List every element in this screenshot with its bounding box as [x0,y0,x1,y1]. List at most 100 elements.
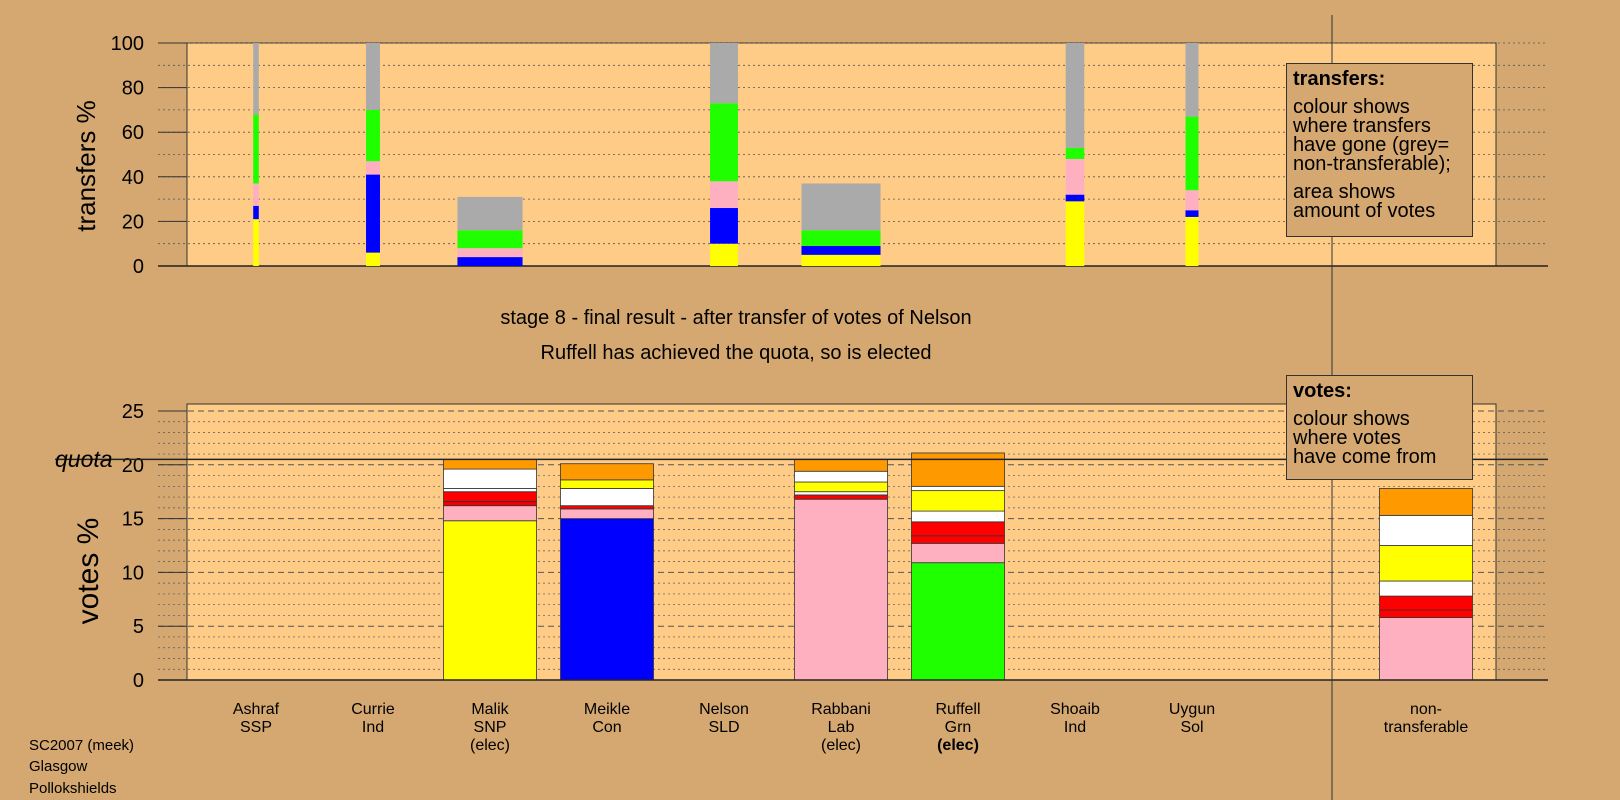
quota-label: quota [55,446,113,472]
candidate-label: Uygun [1169,701,1215,718]
vote-bar-segment [911,485,1005,492]
vote-bar-segment [560,505,654,510]
vote-bar-segment [443,505,537,522]
candidate-label: Currie [351,701,395,718]
candidate-label: Meikle [584,701,630,718]
candidate-label: SNP [474,719,507,736]
transfer-bar-segment [457,248,523,258]
transfer-bar-segment [366,174,380,253]
vote-bar-segment [794,470,888,483]
vote-bar-segment [911,542,1005,564]
transfer-bar-segment [1185,190,1199,211]
transfer-bar-segment [457,230,523,249]
vote-bar-segment [560,463,654,481]
transfer-bar-segment [1185,43,1199,117]
vote-bar-segment [911,535,1005,544]
candidate-label: (elec) [470,737,510,754]
votes-legend-title: votes: [1293,380,1352,402]
vote-bar-segment [911,510,1005,523]
votes-y-axis-label: votes % [72,518,105,625]
transfer-bar-segment [366,161,380,175]
candidate-label: (elec) [821,737,861,754]
transfers-y-axis-label: transfers % [71,100,101,232]
transfer-bar-segment [253,114,259,184]
candidate-label: SSP [240,719,272,736]
transfer-bar-segment [801,230,881,246]
transfer-bar-segment [457,196,523,231]
candidate-label: non- [1410,701,1442,718]
vote-bar-segment [560,488,654,507]
transfer-bar-segment [1065,147,1085,159]
transfer-bar-segment [1065,43,1085,148]
vote-bar-segment [1379,514,1473,546]
votes-legend-text: colour shows where votes have come from [1293,408,1437,468]
vote-bar-segment [443,500,537,507]
votes-tick-label: 15 [122,509,144,531]
vote-bar-segment [794,491,888,496]
candidate-label: Con [592,719,621,736]
transfers-chart: 0 20 40 60 80 100 [111,33,1548,278]
vote-bar-segment [794,481,888,493]
transfer-bar-segment [710,208,738,244]
transfer-bar-segment [253,205,259,220]
vote-bar-segment [560,518,654,681]
transfer-bar-segment [1065,201,1085,266]
vote-bar-segment [794,498,888,681]
vote-bar-segment [443,459,537,470]
footer-council: Glasgow [29,758,88,775]
transfer-bar-segment [253,183,259,206]
candidate-label: Malik [471,701,509,718]
candidate-label: Ashraf [233,701,280,718]
transfers-tick-label: 60 [122,122,144,144]
vote-bar-segment [443,488,537,493]
vote-bar-segment [794,459,888,472]
candidate-label: (elec) [937,737,979,754]
transfers-tick-label: 0 [133,256,144,278]
transfer-bar-segment [1185,210,1199,217]
candidate-label: Shoaib [1050,701,1100,718]
vote-bar-segment [1379,545,1473,582]
stage-title: stage 8 - final result - after transfer … [500,307,972,329]
transfers-legend-text: colour shows where transfers have gone (… [1293,96,1451,222]
vote-bar-segment [794,494,888,500]
vote-bar-segment [911,562,1005,681]
transfer-bar-segment [1065,158,1085,195]
transfers-tick-label: 80 [122,78,144,100]
votes-chart: 0510152025AshrafSSPCurrieIndMalikSNP(ele… [55,401,1548,754]
footer-ward: Pollokshields [29,780,117,797]
candidate-label: Ind [362,719,384,736]
candidate-label: Rabbani [811,701,871,718]
vote-bar-segment [1379,617,1473,681]
votes-tick-label: 20 [122,455,144,477]
stage-subtitle: Ruffell has achieved the quota, so is el… [540,342,932,364]
vote-bar-segment [560,479,654,489]
transfers-tick-label: 40 [122,167,144,189]
vote-bar-segment [1379,595,1473,611]
candidate-label: transferable [1384,719,1469,736]
votes-legend-box: votes: colour shows where votes have com… [1286,375,1473,480]
transfer-bar-segment [801,245,881,255]
footer-election: SC2007 (meek) [29,737,135,754]
transfers-tick-label: 100 [111,33,144,55]
transfer-bar-segment [1065,194,1085,202]
vote-bar-segment [1379,580,1473,597]
vote-bar-segment [1379,488,1473,516]
transfer-bar-segment [801,254,881,266]
transfers-legend-title: transfers: [1293,68,1386,90]
transfer-bar-segment [801,183,881,231]
transfer-bar-segment [1185,116,1199,191]
transfers-tick-label: 20 [122,211,144,233]
votes-tick-label: 0 [133,670,144,692]
vote-bar-segment [911,521,1005,537]
transfer-bar-segment [710,103,738,182]
transfer-bar-segment [366,252,380,266]
candidate-label: Ruffell [935,701,980,718]
transfer-bar-segment [710,243,738,266]
transfer-bar-segment [457,257,523,266]
transfer-bar-segment [710,181,738,209]
candidate-label: Lab [828,719,855,736]
vote-bar-segment [1379,609,1473,618]
vote-bar-segment [443,520,537,681]
transfer-bar-segment [253,219,259,266]
